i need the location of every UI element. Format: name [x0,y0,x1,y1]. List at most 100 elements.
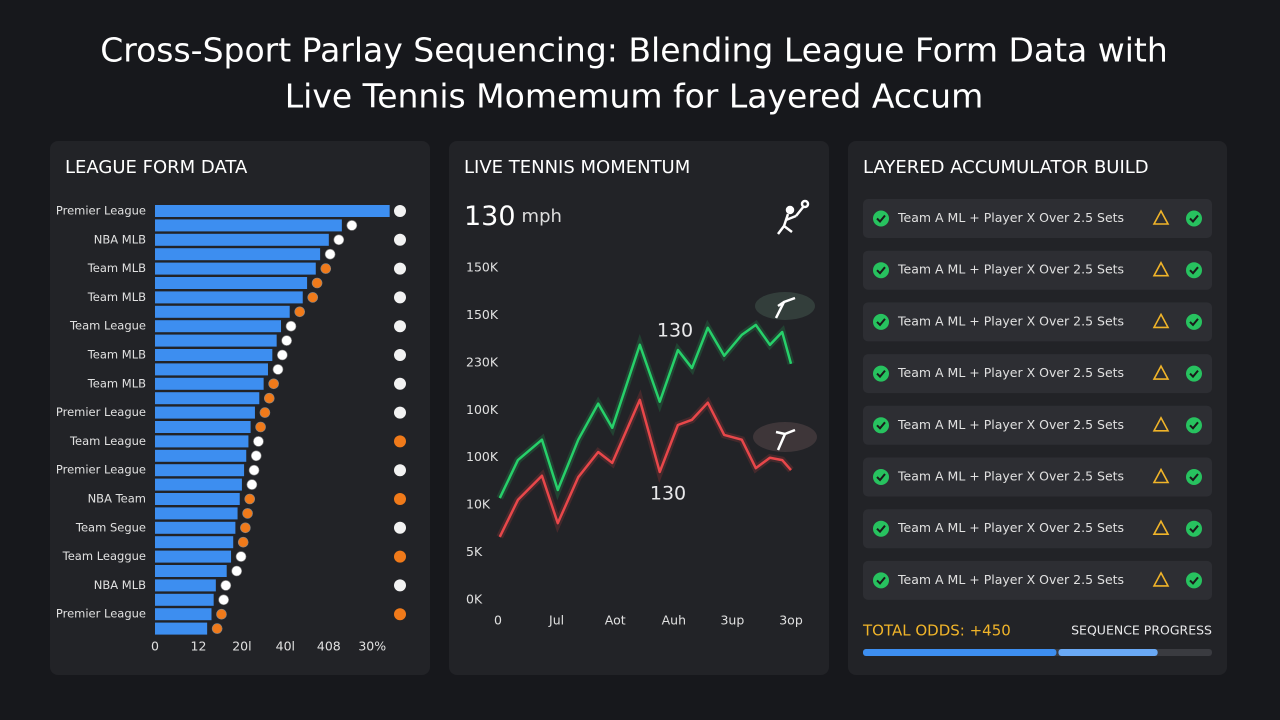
y-tick-label: Premier League [56,607,146,621]
sport-icon [268,378,279,390]
check-mark [1189,576,1199,585]
bar [155,493,240,505]
leg-text: Team A ML + Player X Over 2.5 Sets [897,520,1124,535]
sport-icon [231,565,242,577]
sport-icon [394,550,406,563]
bar [155,565,227,577]
bar [155,205,390,217]
sport-icon [394,262,406,275]
bar [155,219,342,232]
panel-title: LEAGUE FORM DATA [65,157,248,178]
check-icon [1186,572,1202,589]
leg-text: Team A ML + Player X Over 2.5 Sets [897,313,1124,328]
bar [155,593,214,606]
x-tick-label: 40l [276,639,295,654]
check-mark [1189,266,1199,275]
warning-icon [1152,416,1170,432]
bar [155,233,329,246]
sport-icon [281,335,292,346]
bar [155,550,232,563]
check-icon [1186,262,1202,279]
sport-icon [394,291,406,304]
bar [155,521,236,534]
x-tick-label: 408 [317,639,341,654]
sport-icon [394,464,406,477]
sport-icon [394,205,406,217]
check-mark [1189,318,1199,327]
bar [155,464,245,477]
y-tick-label: Team League [69,434,146,448]
speed-value: 130 [464,201,516,232]
page-title: Live Tennis Momemum for Layered Accum [285,77,983,116]
panel-title: LAYERED ACCUMULATOR BUILD [863,157,1149,178]
page-title: Cross-Sport Parlay Sequencing: Blending … [100,31,1168,70]
y-tick-label: 10K [466,497,491,512]
check-mark [1189,214,1199,223]
sport-icon [394,349,406,361]
sport-icon [237,536,249,548]
line-series [498,323,793,499]
bar [155,507,238,520]
sport-icon [244,493,256,505]
y-tick-label: Team MLB [87,261,146,275]
x-tick-label: 0 [494,613,502,628]
bar [155,248,321,261]
warning-icon [1152,364,1170,380]
y-tick-label: 150K [466,307,499,322]
leg-row [863,250,1212,290]
panel-title: LIVE TENNIS MOMENTUM [464,157,690,178]
sport-icon [311,277,323,289]
speed-unit: mph [522,206,562,227]
check-mark [1189,525,1199,534]
bar [155,262,316,275]
leg-text: Team A ML + Player X Over 2.5 Sets [897,572,1124,587]
sport-icon [394,435,406,448]
x-tick-label: 12 [191,639,207,654]
y-tick-label: Premier League [56,204,146,218]
check-mark [876,369,886,379]
y-tick-label: Premier League [56,405,146,419]
total-odds: TOTAL ODDS: +450 [862,622,1011,640]
warning-icon [1152,312,1170,329]
leg-text: Team A ML + Player X Over 2.5 Sets [897,365,1124,380]
sport-icon [394,579,406,592]
leg-text: Team A ML + Player X Over 2.5 Sets [897,262,1124,277]
check-mark [876,473,886,482]
sport-icon [253,436,264,447]
bar [155,449,247,462]
check-mark [876,525,886,534]
bar [155,579,216,592]
bar [155,277,308,289]
leg-row [863,354,1212,394]
y-tick-label: NBA MLB [94,578,146,592]
x-tick-label: 3up [720,613,744,628]
annotation: 130 [650,483,686,505]
bar [155,320,282,333]
sport-icon [394,233,406,246]
y-tick-label: Premier League [56,463,146,477]
sport-icon [250,450,262,462]
check-icon [1186,520,1202,537]
x-tick-label: 20l [232,639,251,654]
leg-row [863,405,1212,445]
sport-icon [255,421,266,433]
check-mark [876,421,886,430]
check-icon [873,262,889,279]
sport-icon [285,320,297,332]
annotation: 130 [657,320,693,342]
y-tick-label: Team MLB [87,348,146,362]
warning-icon [1152,467,1170,484]
check-icon [873,469,889,485]
check-mark [1189,473,1199,482]
progress-segment [1058,649,1158,656]
check-icon [873,313,889,330]
warning-icon [1152,209,1170,225]
sport-icon [307,292,319,303]
x-tick-label: Auh [662,613,686,628]
sport-icon [263,392,275,404]
progress-segment [863,649,1057,656]
check-mark [876,266,886,275]
y-tick-label: NBA MLB [94,232,146,246]
leg-row [863,509,1212,549]
